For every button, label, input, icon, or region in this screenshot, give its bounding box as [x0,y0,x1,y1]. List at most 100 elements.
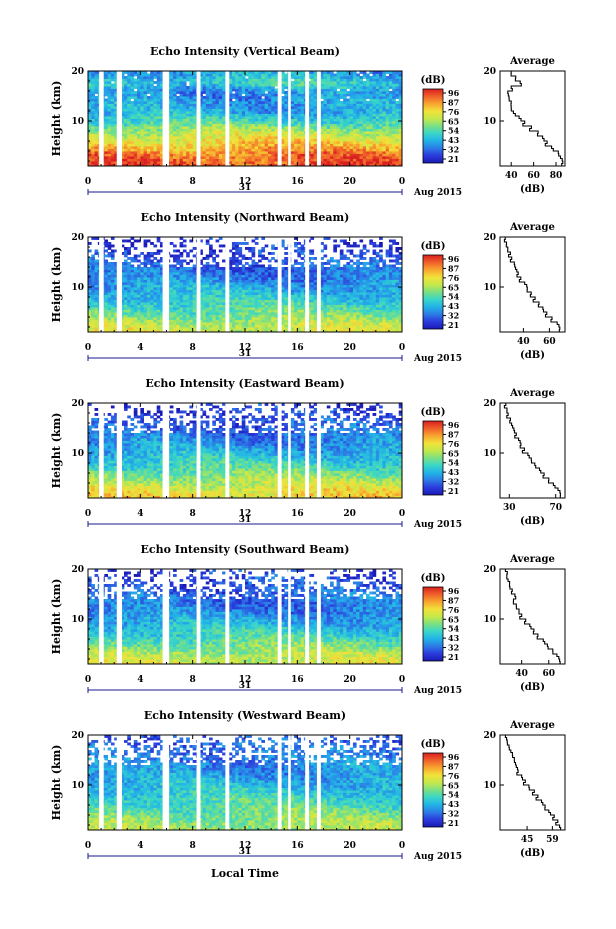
heatmap-cell [176,158,180,162]
heatmap-cell [156,312,161,315]
heatmap-cell [215,81,220,84]
heatmap-cell [398,146,403,149]
heatmap-cell [385,133,390,137]
heatmap-cell [271,322,275,325]
heatmap-cell [143,93,148,97]
heatmap-cell [359,128,364,132]
heatmap-cell [179,327,184,330]
heatmap-cell [369,148,373,152]
heatmap-cell [123,101,128,104]
heatmap-cell [326,116,331,119]
heatmap-cell [254,148,259,152]
heatmap-cell [156,101,161,104]
heatmap-cell [271,76,275,79]
heatmap-cell [91,86,95,89]
heatmap-cell [202,138,207,142]
heatmap-cell [267,143,272,147]
heatmap-cell [150,158,154,162]
heatmap-cell [159,319,164,323]
heatmap-cell [209,329,213,333]
heatmap-cell [173,81,177,84]
heatmap-cell [176,297,180,300]
heatmap-cell [339,324,344,328]
heatmap-cell [94,314,99,318]
heatmap-cell [120,106,125,109]
heatmap-cell [241,158,246,162]
heatmap-cell [205,96,210,99]
heatmap-cell [209,143,213,147]
heatmap-cell [395,88,400,92]
heatmap-cell [290,118,295,122]
heatmap-cell [120,81,125,84]
heatmap-cell [182,116,187,119]
heatmap-cell [143,131,148,134]
heatmap-cell [245,103,249,107]
heatmap-cell [356,153,360,157]
heatmap-cell [352,96,357,99]
heatmap-cell [333,148,337,152]
heatmap-cell [369,133,373,137]
heatmap-cell [313,309,318,313]
heatmap-cell [91,143,95,147]
heatmap-cell [215,146,220,149]
heatmap-cell [382,312,387,315]
heatmap-cell [333,312,337,315]
heatmap-cell [130,302,135,305]
heatmap-cell [310,329,315,333]
heatmap-cell [235,161,239,164]
heatmap-cell [258,312,262,315]
heatmap-cell [395,317,400,320]
heatmap-cell [179,138,184,142]
heatmap-cell [143,148,148,152]
heatmap-cell [320,153,324,157]
heatmap-cell [366,327,370,330]
heatmap-cell [107,141,112,144]
heatmap-cell [264,163,269,167]
heatmap-cell [189,78,194,82]
heatmap-cell [222,161,226,164]
heatmap-cell [218,314,223,318]
heatmap-cell [133,83,138,87]
heatmap-cell [199,73,203,77]
heatmap-cell [159,138,164,142]
heatmap-cell [205,71,210,74]
heatmap-cell [192,116,197,119]
heatmap-cell [91,146,95,149]
heatmap-cell [130,146,135,149]
heatmap-cell [375,314,380,318]
heatmap-cell [91,106,95,109]
heatmap-cell [228,76,233,79]
heatmap-cell [398,302,403,305]
heatmap-cell [235,329,239,333]
heatmap-cell [192,71,197,74]
heatmap-cell [343,138,347,142]
heatmap-cell [261,161,266,164]
heatmap-cell [189,146,194,149]
heatmap-cell [313,83,318,87]
heatmap-cell [123,81,128,84]
heatmap-cell [241,81,246,84]
heatmap-cell [336,146,341,149]
heatmap-cell [261,113,266,117]
heatmap-cell [182,131,187,134]
heatmap-cell [294,86,298,89]
heatmap-cell [310,312,315,315]
heatmap-cell [91,71,95,74]
heatmap-cell [192,118,197,122]
heatmap-cell [356,312,360,315]
heatmap-cell [274,91,279,94]
heatmap-cell [362,73,367,77]
heatmap-cell [330,108,334,112]
heatmap-cell [182,158,187,162]
heatmap-cell [346,123,351,127]
heatmap-cell [179,93,184,97]
heatmap-cell [186,304,190,308]
heatmap-cell [336,148,341,152]
heatmap-cell [352,126,357,129]
heatmap-cell [339,118,344,122]
heatmap-cell [379,153,383,157]
heatmap-cell [137,156,141,159]
heatmap-cell [392,153,396,157]
heatmap-cell [205,113,210,117]
heatmap-cell [110,138,115,142]
